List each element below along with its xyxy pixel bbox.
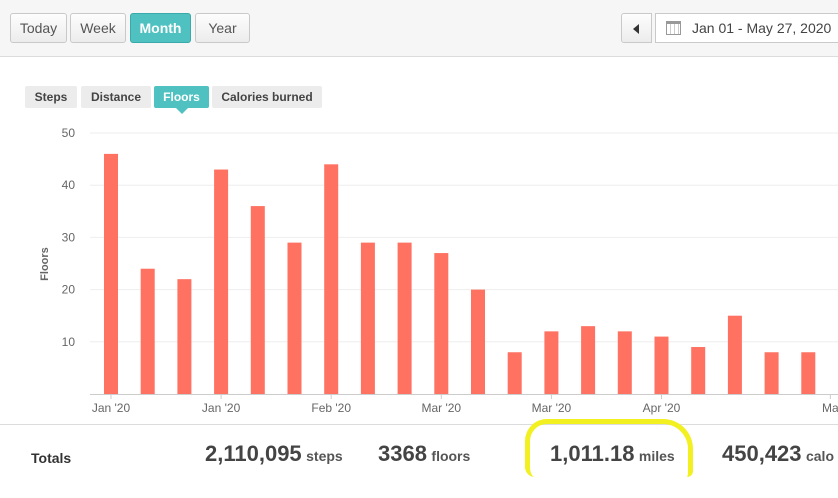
- bar-16[interactable]: [691, 347, 706, 394]
- bar-19[interactable]: [801, 352, 816, 394]
- y-tick-label-4: 50: [62, 126, 76, 140]
- total-calories: 450,423 calo: [722, 441, 834, 467]
- x-tick-label-3: Mar '20: [421, 401, 461, 415]
- bar-1[interactable]: [140, 268, 155, 394]
- month-button[interactable]: Month: [130, 13, 191, 43]
- calendar-icon: [666, 21, 681, 35]
- week-button[interactable]: Week: [70, 13, 126, 43]
- total-calories-unit: calo: [805, 448, 834, 464]
- total-steps-unit: steps: [306, 448, 343, 464]
- x-tick-label-4: Mar '20: [532, 401, 572, 415]
- x-tick-label-6: Ma: [822, 401, 838, 415]
- today-button[interactable]: Today: [10, 13, 67, 43]
- tab-distance[interactable]: Distance: [81, 86, 151, 108]
- highlight-annotation: [525, 419, 693, 477]
- totals-label: Totals: [31, 450, 72, 466]
- bar-2[interactable]: [177, 279, 192, 394]
- year-button[interactable]: Year: [195, 13, 250, 43]
- x-tick-label-0: Jan '20: [92, 401, 131, 415]
- bar-15[interactable]: [654, 336, 669, 394]
- totals-row: Totals 2,110,095 steps 3368 floors 1,011…: [0, 424, 838, 498]
- bar-11[interactable]: [507, 352, 522, 394]
- previous-period-button[interactable]: [621, 13, 652, 43]
- y-tick-label-3: 40: [62, 178, 76, 192]
- total-steps: 2,110,095 steps: [205, 441, 343, 467]
- bar-3[interactable]: [214, 169, 229, 394]
- bar-12[interactable]: [544, 331, 559, 394]
- y-tick-label-1: 20: [62, 283, 76, 297]
- bar-6[interactable]: [324, 164, 339, 394]
- tab-calories-burned[interactable]: Calories burned: [212, 86, 322, 108]
- y-axis-label: Floors: [39, 247, 51, 281]
- x-tick-label-1: Jan '20: [202, 401, 241, 415]
- bar-9[interactable]: [434, 253, 449, 394]
- total-floors: 3368 floors: [378, 441, 470, 467]
- bar-10[interactable]: [471, 289, 485, 394]
- bar-4[interactable]: [250, 206, 265, 394]
- y-tick-label-0: 10: [62, 335, 76, 349]
- tab-floors[interactable]: Floors: [154, 86, 209, 114]
- bar-8[interactable]: [397, 242, 412, 394]
- bar-7[interactable]: [360, 242, 375, 394]
- bar-14[interactable]: [617, 331, 632, 394]
- toolbar: Today Week Month Year Jan 01 - May 27, 2…: [0, 0, 838, 57]
- total-calories-value: 450,423: [722, 441, 802, 466]
- bar-13[interactable]: [581, 326, 596, 394]
- total-floors-unit: floors: [431, 448, 471, 464]
- total-floors-value: 3368: [378, 441, 427, 466]
- total-steps-value: 2,110,095: [205, 441, 302, 466]
- x-tick-label-5: Apr '20: [643, 401, 681, 415]
- floors-bar-chart: Floors 10 20 30 40 50 Jan '20 Jan '20 Feb '20 M…: [39, 126, 838, 415]
- bar-17[interactable]: [727, 315, 742, 394]
- total-miles-value: 1,011.18: [550, 441, 635, 466]
- date-range-picker[interactable]: Jan 01 - May 27, 2020: [655, 13, 838, 43]
- x-tick-label-2: Feb '20: [311, 401, 351, 415]
- bar-0[interactable]: [104, 153, 118, 394]
- bar-18[interactable]: [764, 352, 779, 394]
- tab-steps[interactable]: Steps: [25, 86, 77, 108]
- y-tick-label-2: 30: [62, 230, 76, 244]
- date-range-text: Jan 01 - May 27, 2020: [692, 20, 832, 36]
- bar-5[interactable]: [287, 242, 302, 394]
